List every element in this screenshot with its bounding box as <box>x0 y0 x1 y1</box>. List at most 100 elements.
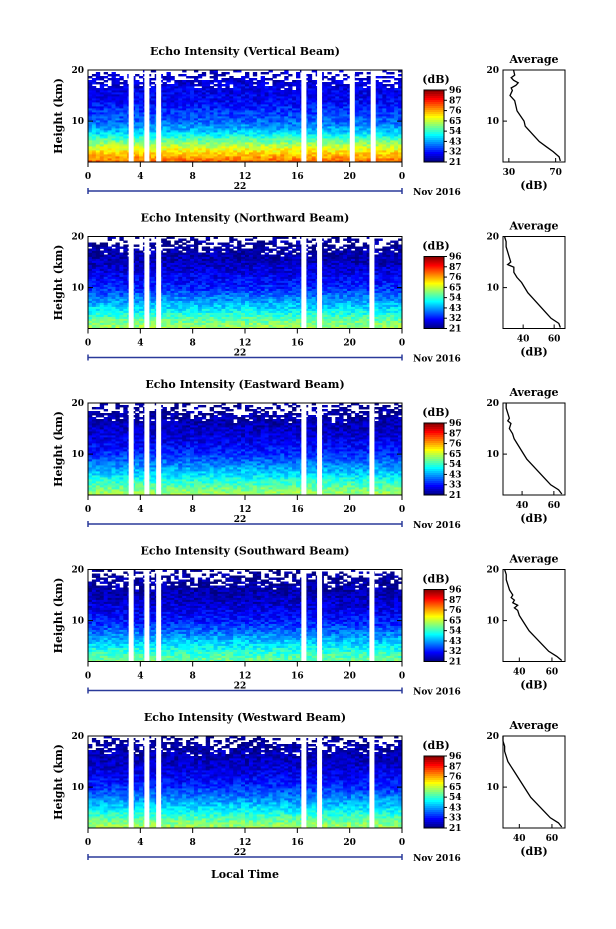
heatmap-cell <box>256 146 262 149</box>
heatmap-cell <box>95 90 101 93</box>
heatmap-cell <box>182 114 187 117</box>
heatmap-cell <box>123 322 128 325</box>
heatmap-cell <box>217 140 222 143</box>
heatmap-cell <box>256 82 262 85</box>
heatmap-cell <box>150 148 156 151</box>
heatmap-cell <box>213 110 218 113</box>
heatmap-cell <box>225 104 230 107</box>
heatmap-cell <box>362 116 368 119</box>
heatmap-cell <box>260 108 266 111</box>
heatmap-cell <box>95 312 101 315</box>
heatmap-cell <box>213 248 218 251</box>
heatmap-cell <box>217 260 222 263</box>
heatmap-cell <box>225 116 230 119</box>
heatmap-cell <box>190 314 195 317</box>
heatmap-cell <box>221 128 226 131</box>
heatmap-cell <box>284 148 289 151</box>
heatmap-cell <box>217 144 222 147</box>
heatmap-cell <box>182 90 187 93</box>
heatmap-cell <box>174 276 179 279</box>
heatmap-cell <box>91 108 97 111</box>
heatmap-cell <box>213 324 218 327</box>
heatmap-cell <box>248 140 254 143</box>
heatmap-cell <box>394 128 399 131</box>
heatmap-cell <box>307 118 313 121</box>
heatmap-cell <box>91 152 97 155</box>
heatmap-cell <box>95 278 101 281</box>
heatmap-cell <box>201 304 207 307</box>
heatmap-cell <box>209 296 215 299</box>
heatmap-cell <box>178 88 183 91</box>
heatmap-cell <box>307 106 313 109</box>
heatmap-cell <box>382 146 387 149</box>
heatmap-cell <box>311 142 317 145</box>
heatmap-cell <box>174 132 179 135</box>
heatmap-cell <box>233 80 238 83</box>
heatmap-cell <box>135 108 140 111</box>
heatmap-cell <box>264 100 269 103</box>
heatmap-cell <box>205 110 211 113</box>
heatmap-cell <box>123 254 128 257</box>
heatmap-cell <box>394 100 399 103</box>
heatmap-cell <box>335 104 340 107</box>
heatmap-cell <box>178 152 183 155</box>
heatmap-cell <box>182 274 187 277</box>
heatmap-cell <box>111 316 116 319</box>
heatmap-cell <box>307 96 313 99</box>
heatmap-cell <box>272 156 277 159</box>
heatmap-cell <box>335 142 340 145</box>
heatmap-cell <box>119 264 124 267</box>
heatmap-cell <box>221 126 226 129</box>
heatmap-cell <box>119 318 124 321</box>
heatmap-cell <box>358 130 364 133</box>
heatmap-cell <box>213 280 218 283</box>
heatmap-cell <box>213 298 218 301</box>
heatmap-cell <box>339 88 344 91</box>
heatmap-cell <box>362 114 368 117</box>
heatmap-cell <box>135 126 140 129</box>
heatmap-cell <box>288 126 293 129</box>
heatmap-cell <box>150 110 156 113</box>
heatmap-cell <box>182 276 187 279</box>
heatmap-cell <box>174 242 179 245</box>
heatmap-cell <box>123 102 128 105</box>
heatmap-cell <box>217 316 222 319</box>
heatmap-cell <box>201 140 207 143</box>
heatmap-cell <box>233 156 238 159</box>
heatmap-cell <box>221 98 226 101</box>
heatmap-cell <box>354 72 360 75</box>
heatmap-cell <box>221 122 226 125</box>
heatmap-cell <box>221 130 226 133</box>
heatmap-cell <box>193 292 199 295</box>
heatmap-cell <box>190 128 195 131</box>
heatmap-cell <box>103 322 109 325</box>
heatmap-cell <box>394 98 399 101</box>
heatmap-cell <box>135 136 140 139</box>
heatmap-cell <box>354 102 360 105</box>
heatmap-cell <box>91 82 97 85</box>
heatmap-cell <box>252 152 258 155</box>
heatmap-cell <box>398 104 403 107</box>
heatmap-cell <box>135 248 140 251</box>
heatmap-cell <box>382 134 387 137</box>
heatmap-cell <box>150 322 156 325</box>
heatmap-cell <box>162 280 167 283</box>
heatmap-cell <box>233 118 238 121</box>
heatmap-cell <box>95 294 101 297</box>
heatmap-cell <box>339 94 344 97</box>
heatmap-cell <box>327 126 332 129</box>
heatmap-cell <box>252 160 258 163</box>
heatmap-cell <box>119 308 124 311</box>
heatmap-cell <box>197 288 203 291</box>
heatmap-cell <box>197 292 203 295</box>
heatmap-cell <box>190 112 195 115</box>
heatmap-cell <box>186 160 191 163</box>
heatmap-cell <box>221 80 226 83</box>
heatmap-cell <box>331 114 336 117</box>
heatmap-cell <box>221 300 226 303</box>
heatmap-cell <box>276 116 281 119</box>
heatmap-cell <box>162 306 167 309</box>
heatmap-cell <box>174 292 179 295</box>
heatmap-cell <box>366 140 372 143</box>
